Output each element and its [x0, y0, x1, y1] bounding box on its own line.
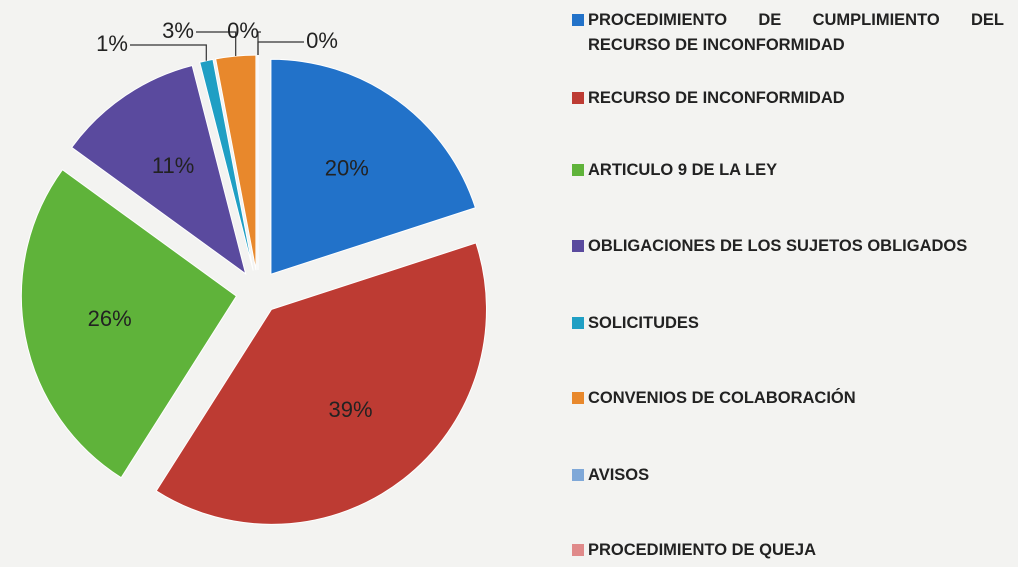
legend-label: CONVENIOS DE COLABORACIÓN: [588, 389, 856, 407]
legend-label: RECURSO DE INCONFORMIDAD: [588, 89, 845, 107]
legend-entry: AVISOS: [572, 463, 1004, 488]
legend-entry: OBLIGACIONES DE LOS SUJETOS OBLIGADOS: [572, 234, 1004, 259]
legend-swatch: [572, 164, 584, 176]
data-label: 20%: [325, 156, 369, 181]
legend-entry: PROCEDIMIENTO DE CUMPLIMIENTO DEL RECURS…: [572, 8, 1004, 58]
legend-swatch: [572, 392, 584, 404]
data-label: 0%: [227, 18, 259, 43]
pie-slice: [20, 169, 238, 479]
data-label: 39%: [329, 397, 373, 422]
legend-label: PROCEDIMIENTO DE CUMPLIMIENTO DEL RECURS…: [588, 11, 1004, 54]
leader-line: [257, 41, 304, 55]
leader-line: [130, 44, 207, 61]
legend-entry: RECURSO DE INCONFORMIDAD: [572, 86, 1004, 111]
legend-entry: SOLICITUDES: [572, 311, 1004, 336]
pie-slice: [270, 58, 477, 275]
legend-label: PROCEDIMIENTO DE QUEJA: [588, 541, 816, 559]
pie-slice: [70, 64, 247, 276]
legend-entry: CONVENIOS DE COLABORACIÓN: [572, 386, 1004, 411]
data-label: 11%: [152, 153, 194, 178]
pie-slice: [199, 58, 254, 271]
legend-swatch: [572, 469, 584, 481]
legend-label: OBLIGACIONES DE LOS SUJETOS OBLIGADOS: [588, 237, 968, 255]
legend-swatch: [572, 14, 584, 26]
legend-label: ARTICULO 9 DE LA LEY: [588, 161, 778, 179]
legend-label: SOLICITUDES: [588, 314, 699, 332]
pie-area: 20% 39% 26% 11% 1% 3% 0% 0%: [20, 18, 487, 525]
legend-swatch: [572, 544, 584, 556]
data-label: 0%: [306, 28, 338, 53]
legend-swatch: [572, 240, 584, 252]
data-label: 1%: [96, 31, 128, 56]
legend-entry: PROCEDIMIENTO DE QUEJA: [572, 538, 1004, 563]
legend-entry: ARTICULO 9 DE LA LEY: [572, 158, 1004, 183]
leader-line: [196, 31, 237, 57]
legend-swatch: [572, 317, 584, 329]
data-label: 3%: [162, 18, 194, 43]
legend-swatch: [572, 92, 584, 104]
pie-slice: [155, 242, 487, 525]
legend-label: AVISOS: [588, 466, 650, 484]
data-label: 26%: [88, 306, 132, 331]
